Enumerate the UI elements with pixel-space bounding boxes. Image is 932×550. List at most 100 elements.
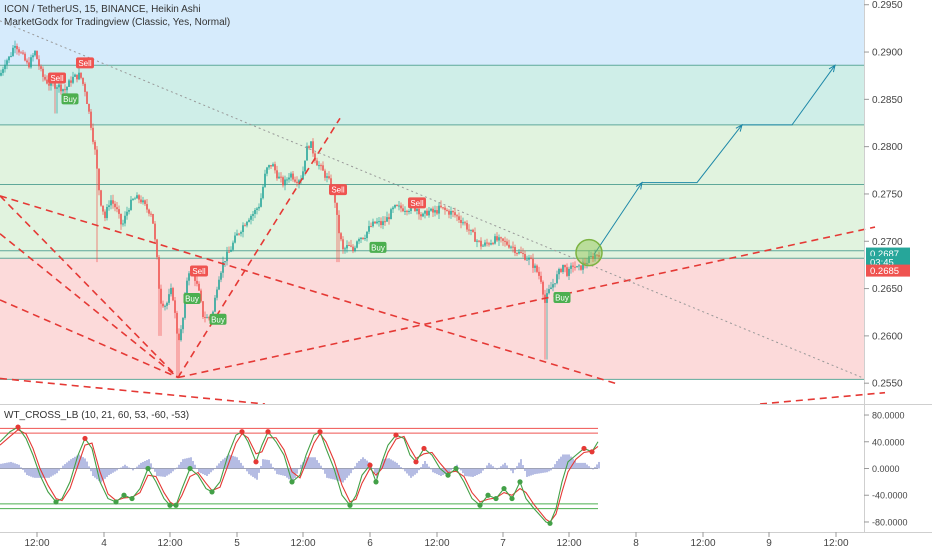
osc-hist-bar [288, 468, 290, 480]
osc-hist-bar [24, 468, 26, 473]
osc-cross-dot [145, 465, 151, 472]
osc-hist-bar [170, 468, 172, 474]
osc-hist-bar [206, 468, 208, 476]
osc-cross-dot [421, 445, 427, 452]
osc-hist-bar [334, 468, 336, 480]
osc-hist-bar [492, 466, 494, 469]
osc-hist-bar [564, 454, 566, 469]
candle-body [86, 91, 88, 104]
candle-body [376, 221, 378, 224]
candle-body [304, 160, 306, 172]
osc-hist-bar [538, 468, 540, 474]
candle-body [264, 173, 266, 187]
candle-body [342, 239, 344, 250]
osc-hist-bar [88, 466, 90, 469]
candle-body [470, 229, 472, 231]
candle-body [154, 223, 156, 240]
osc-hist-bar [554, 464, 556, 469]
osc-cross-dot [581, 445, 587, 452]
osc-cross-dot [53, 499, 59, 505]
osc-hist-bar [308, 457, 310, 469]
osc-hist-bar [144, 461, 146, 469]
candle-body [462, 222, 464, 224]
osc-hist-bar [162, 468, 164, 477]
candle-body [564, 264, 566, 268]
osc-cross-dot [477, 502, 483, 508]
osc-hist-bar [242, 465, 244, 469]
osc-hist-bar [68, 460, 70, 469]
candle-body [372, 221, 374, 227]
candle-body [458, 216, 460, 220]
price-panel[interactable]: Sell Sell Buy Sell Buy Buy Sell Buy Sell Buy [0, 0, 886, 405]
trend-line-7 [759, 391, 886, 405]
osc-hist-bar [276, 468, 278, 475]
osc-hist-bar [358, 461, 360, 469]
y-tick-label: 0.2750 [872, 189, 903, 200]
osc-hist-bar [118, 468, 120, 469]
candle-body [64, 89, 66, 91]
osc-hist-bar [348, 468, 350, 476]
candle-body [134, 198, 136, 200]
wt-cross-panel[interactable] [0, 424, 600, 526]
osc-hist-bar [576, 462, 578, 469]
candle-body [206, 317, 208, 319]
osc-cross-dot [517, 479, 523, 485]
candle-body [354, 247, 356, 251]
candle-body [320, 165, 322, 167]
trend-line-8 [0, 20, 863, 378]
signal-label: Buy [185, 294, 199, 303]
candle-body [238, 233, 240, 235]
osc-hist-bar [164, 468, 166, 477]
candle-body [16, 45, 18, 50]
candle-body [144, 200, 146, 205]
candle-body [538, 271, 540, 276]
candle-body [352, 246, 354, 251]
osc-hist-bar [484, 468, 486, 469]
candle-body [302, 171, 304, 180]
candle-body [256, 208, 258, 211]
osc-hist-bar [142, 461, 144, 469]
candle-body [394, 204, 396, 208]
candle-body [456, 215, 458, 217]
osc-hist-bar [306, 457, 308, 469]
candle-body [108, 205, 110, 207]
candle-body [84, 83, 86, 92]
candle-body [172, 288, 174, 301]
osc-hist-bar [304, 459, 306, 469]
osc-hist-bar [8, 462, 10, 469]
osc-cross-dot [129, 495, 135, 502]
osc-hist-bar [16, 464, 18, 469]
candle-body [516, 253, 518, 255]
osc-y-tick-label: 80.0000 [872, 411, 905, 421]
candle-body [360, 237, 362, 240]
osc-hist-bar [46, 468, 48, 478]
candle-body [244, 225, 246, 227]
signal-buy-7: Buy [369, 241, 387, 253]
osc-hist-bar [178, 464, 180, 469]
candle-body [364, 238, 366, 240]
osc-hist-bar [408, 468, 410, 476]
osc-hist-bar [84, 458, 86, 469]
projection-path [593, 64, 836, 255]
signal-badge [209, 313, 227, 325]
osc-hist-bar [560, 456, 562, 469]
price-label-1: 03:45 [870, 258, 894, 269]
x-tick-label: 12:00 [157, 538, 182, 549]
candle-body [30, 57, 32, 68]
candle-body [520, 251, 522, 253]
osc-hist-bar [12, 462, 14, 469]
candle-body [418, 208, 420, 215]
osc-hist-bar [584, 462, 586, 469]
osc-hist-bar [180, 461, 182, 469]
osc-hist-bar [488, 462, 490, 469]
candle-body [100, 190, 102, 206]
x-tick-label: 12:00 [424, 538, 449, 549]
candle-body [598, 255, 600, 257]
osc-hist-bar [86, 461, 88, 469]
candle-body [406, 210, 408, 212]
candle-body [36, 50, 38, 60]
candle-body [576, 266, 578, 268]
candle-body [48, 83, 50, 86]
osc-hist-bar [186, 458, 188, 469]
